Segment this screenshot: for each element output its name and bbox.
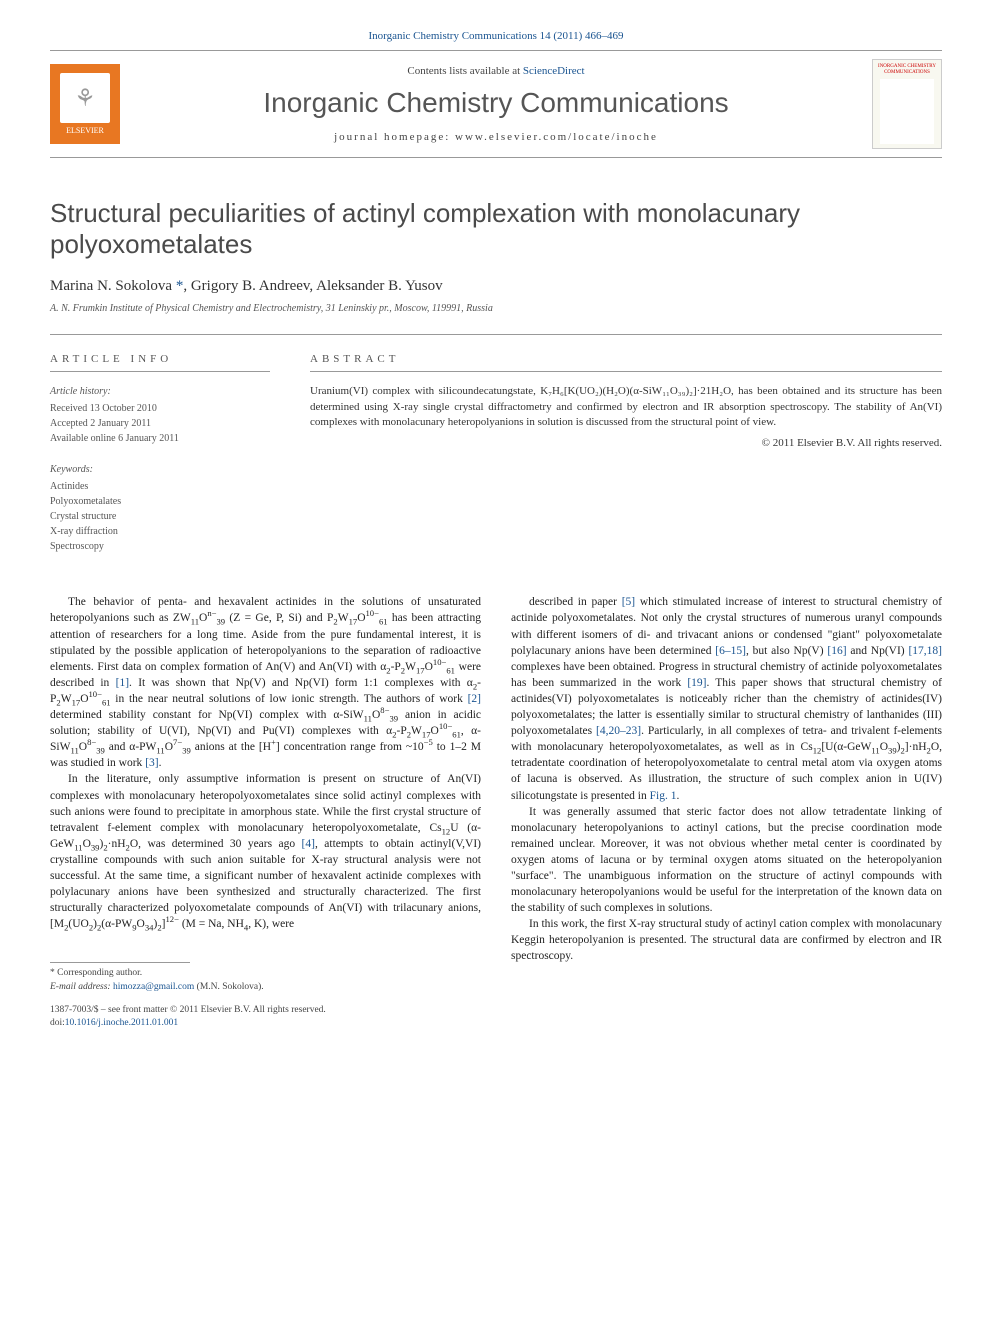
affiliation: A. N. Frumkin Institute of Physical Chem…: [50, 303, 942, 314]
cover-body: [880, 79, 934, 144]
ref-link[interactable]: [4]: [302, 838, 315, 850]
article-info-column: ARTICLE INFO Article history: Received 1…: [50, 353, 270, 554]
author-2: Grigory B. Andreev: [191, 278, 310, 294]
article-title: Structural peculiarities of actinyl comp…: [50, 198, 942, 260]
corresponding-star-icon: *: [176, 278, 184, 294]
email-line: E-mail address: himozza@gmail.com (M.N. …: [50, 981, 481, 994]
article-history: Article history: Received 13 October 201…: [50, 384, 270, 446]
footnote-separator: [50, 962, 190, 963]
fig-link[interactable]: Fig. 1: [650, 790, 677, 802]
history-label: Article history:: [50, 384, 270, 399]
body-paragraph: described in paper [5] which stimulated …: [511, 594, 942, 803]
accepted-date: Accepted 2 January 2011: [50, 416, 270, 431]
received-date: Received 13 October 2010: [50, 401, 270, 416]
keyword: X-ray diffraction: [50, 524, 270, 539]
authors-line: Marina N. Sokolova *, Grigory B. Andreev…: [50, 278, 942, 295]
ref-link[interactable]: [19]: [687, 677, 706, 689]
doi-block: 1387-7003/$ – see front matter © 2011 El…: [50, 1004, 481, 1031]
ref-link[interactable]: [2]: [468, 693, 481, 705]
article-info-header: ARTICLE INFO: [50, 353, 270, 372]
online-date: Available online 6 January 2011: [50, 431, 270, 446]
abstract-header: ABSTRACT: [310, 353, 942, 372]
ref-link[interactable]: [1]: [116, 677, 129, 689]
ref-link[interactable]: [6–15]: [715, 645, 746, 657]
body-paragraph: The behavior of penta- and hexavalent ac…: [50, 594, 481, 771]
doi-link[interactable]: 10.1016/j.inoche.2011.01.001: [65, 1018, 178, 1028]
email-link[interactable]: himozza@gmail.com: [113, 982, 194, 992]
elsevier-tree-icon: ⚘: [60, 73, 110, 123]
keyword: Polyoxometalates: [50, 494, 270, 509]
abstract-text: Uranium(VI) complex with silicoundecatun…: [310, 384, 942, 430]
journal-name: Inorganic Chemistry Communications: [120, 87, 872, 119]
author-3: Aleksander B. Yusov: [316, 278, 443, 294]
cover-title: INORGANIC CHEMISTRY COMMUNICATIONS: [877, 64, 937, 75]
issn-line: 1387-7003/$ – see front matter © 2011 El…: [50, 1004, 481, 1017]
keywords-block: Keywords: Actinides Polyoxometalates Cry…: [50, 462, 270, 554]
doi-line: doi:10.1016/j.inoche.2011.01.001: [50, 1017, 481, 1030]
email-owner: (M.N. Sokolova).: [194, 982, 263, 992]
body-right-column: described in paper [5] which stimulated …: [511, 594, 942, 1030]
keywords-label: Keywords:: [50, 462, 270, 477]
header-center: Contents lists available at ScienceDirec…: [120, 65, 872, 143]
keyword: Spectroscopy: [50, 539, 270, 554]
body-paragraph: In this work, the first X-ray structural…: [511, 916, 942, 964]
ref-link[interactable]: [3]: [145, 757, 158, 769]
contents-line: Contents lists available at ScienceDirec…: [120, 65, 872, 77]
journal-citation-link[interactable]: Inorganic Chemistry Communications 14 (2…: [368, 30, 623, 42]
journal-homepage: journal homepage: www.elsevier.com/locat…: [120, 131, 872, 143]
abstract-copyright: © 2011 Elsevier B.V. All rights reserved…: [310, 437, 942, 449]
keyword: Crystal structure: [50, 509, 270, 524]
elsevier-label: ELSEVIER: [66, 126, 104, 135]
body-left-column: The behavior of penta- and hexavalent ac…: [50, 594, 481, 1030]
running-header: Inorganic Chemistry Communications 14 (2…: [50, 30, 942, 42]
elsevier-logo: ⚘ ELSEVIER: [50, 64, 120, 144]
ref-link[interactable]: [4,20–23]: [596, 725, 641, 737]
abstract-column: ABSTRACT Uranium(VI) complex with silico…: [310, 353, 942, 554]
corresponding-footnote: * Corresponding author. E-mail address: …: [50, 967, 481, 994]
corresponding-label: * Corresponding author.: [50, 967, 481, 980]
sciencedirect-link[interactable]: ScienceDirect: [523, 65, 585, 77]
journal-cover-thumbnail: INORGANIC CHEMISTRY COMMUNICATIONS: [872, 59, 942, 149]
body-paragraph: In the literature, only assumptive infor…: [50, 771, 481, 932]
author-1: Marina N. Sokolova: [50, 278, 172, 294]
ref-link[interactable]: [16]: [827, 645, 846, 657]
keyword: Actinides: [50, 479, 270, 494]
body-paragraph: It was generally assumed that steric fac…: [511, 804, 942, 917]
ref-link[interactable]: [17,18]: [908, 645, 942, 657]
email-label: E-mail address:: [50, 982, 113, 992]
body-columns: The behavior of penta- and hexavalent ac…: [50, 594, 942, 1030]
journal-header: ⚘ ELSEVIER Contents lists available at S…: [50, 50, 942, 158]
info-abstract-row: ARTICLE INFO Article history: Received 1…: [50, 334, 942, 554]
ref-link[interactable]: [5]: [622, 596, 635, 608]
